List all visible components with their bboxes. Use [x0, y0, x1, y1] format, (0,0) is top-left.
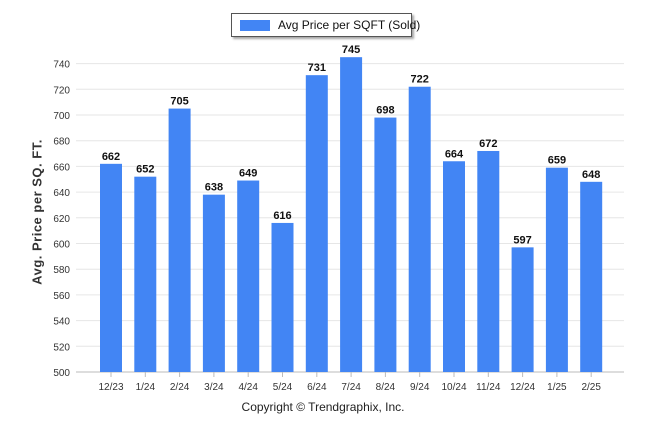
y-tick-label: 660: [53, 162, 70, 173]
data-label: 745: [342, 44, 360, 56]
x-tick-label: 6/24: [307, 382, 327, 393]
bar: [100, 163, 122, 372]
y-tick-label: 500: [53, 368, 70, 379]
data-label: 616: [273, 210, 291, 222]
y-axis-label: Avg. Price per SQ. FT.: [29, 139, 45, 285]
data-label: 698: [376, 105, 394, 117]
copyright-footer: Copyright © Trendgraphix, Inc.: [241, 400, 405, 414]
x-tick-label: 5/24: [273, 382, 293, 393]
x-tick-label: 9/24: [410, 382, 430, 393]
bar: [202, 194, 225, 372]
x-tick-label: 1/24: [136, 382, 156, 393]
bar: [477, 150, 500, 372]
x-tick-label: 12/23: [98, 382, 123, 393]
data-label: 731: [308, 62, 326, 74]
data-label: 662: [102, 151, 120, 163]
y-tick-label: 540: [53, 317, 70, 328]
x-tick-label: 7/24: [341, 382, 361, 393]
data-label: 659: [548, 155, 566, 167]
x-tick-label: 3/24: [204, 382, 224, 393]
data-labels: 662 652 705 638 649 616 731 745 698 722 664 672 597 6…: [102, 44, 601, 246]
y-tick-label: 580: [53, 265, 70, 276]
x-tick-label: 12/24: [510, 382, 535, 393]
x-axis-ticks: 12/23 1/24 2/24 3/24 4/24 5/24 6/24 7/24 8/24 9/2…: [98, 372, 601, 393]
x-tick-label: 10/24: [441, 382, 466, 393]
bar: [511, 247, 534, 372]
legend-swatch: [240, 20, 270, 31]
x-tick-label: 2/24: [170, 382, 190, 393]
data-label: 648: [582, 169, 600, 181]
legend: Avg Price per SQFT (Sold): [231, 13, 420, 37]
data-label: 705: [170, 96, 188, 108]
y-axis-ticks: 500 520 540 560 580 600 620 640 660 680 700 720 740: [53, 60, 70, 379]
y-tick-label: 700: [53, 111, 70, 122]
data-label: 597: [513, 234, 531, 246]
data-label: 672: [479, 138, 497, 150]
x-tick-label: 8/24: [376, 382, 396, 393]
y-tick-label: 560: [53, 291, 70, 302]
x-tick-label: 1/25: [547, 382, 567, 393]
x-tick-label: 11/24: [476, 382, 501, 393]
bar: [305, 75, 328, 372]
y-tick-label: 600: [53, 240, 70, 251]
data-label: 638: [205, 182, 223, 194]
x-tick-label: 2/25: [581, 382, 601, 393]
data-label: 652: [136, 164, 154, 176]
data-label: 649: [239, 168, 257, 180]
bar: [408, 86, 431, 372]
data-label: 664: [445, 148, 464, 160]
bar: [237, 180, 260, 372]
bars: [100, 57, 603, 373]
bar: [134, 176, 157, 372]
y-tick-label: 720: [53, 85, 70, 96]
bar: [374, 117, 397, 372]
x-tick-label: 4/24: [238, 382, 258, 393]
data-label: 722: [411, 74, 429, 86]
y-tick-label: 640: [53, 188, 70, 199]
bar: [271, 222, 294, 372]
y-tick-label: 740: [53, 60, 70, 71]
y-tick-label: 620: [53, 214, 70, 225]
bar: [340, 57, 363, 373]
bar: [545, 167, 568, 372]
bar: [580, 181, 603, 372]
bar: [443, 161, 465, 372]
legend-label: Avg Price per SQFT (Sold): [278, 18, 421, 32]
y-tick-label: 520: [53, 342, 70, 353]
y-tick-label: 680: [53, 137, 70, 148]
bar: [168, 108, 191, 372]
